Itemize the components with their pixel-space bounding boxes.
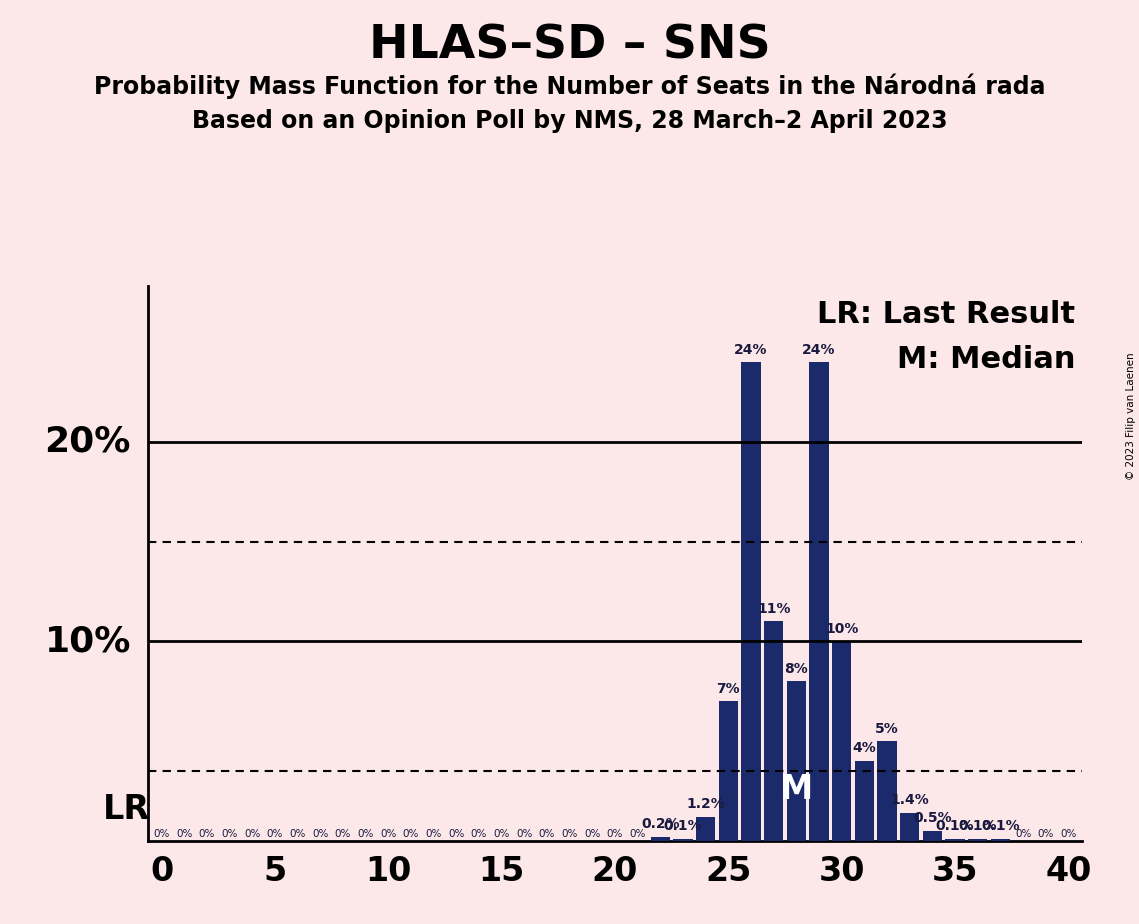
- Bar: [787, 681, 806, 841]
- Text: 7%: 7%: [716, 682, 740, 696]
- Bar: [741, 362, 761, 841]
- Text: 0%: 0%: [448, 829, 465, 839]
- Text: 0.1%: 0.1%: [936, 820, 974, 833]
- Text: 0%: 0%: [358, 829, 374, 839]
- Text: 0%: 0%: [244, 829, 261, 839]
- Bar: [764, 622, 784, 841]
- Text: HLAS–SD – SNS: HLAS–SD – SNS: [369, 23, 770, 68]
- Text: © 2023 Filip van Laenen: © 2023 Filip van Laenen: [1126, 352, 1136, 480]
- Bar: [833, 641, 851, 841]
- Text: 0%: 0%: [335, 829, 351, 839]
- Text: 0%: 0%: [426, 829, 442, 839]
- Bar: [673, 839, 693, 841]
- Bar: [968, 839, 988, 841]
- Text: 0%: 0%: [1038, 829, 1054, 839]
- Text: 0%: 0%: [1060, 829, 1076, 839]
- Text: 0.1%: 0.1%: [981, 820, 1019, 833]
- Text: 24%: 24%: [735, 343, 768, 357]
- Text: 0%: 0%: [380, 829, 396, 839]
- Text: 0%: 0%: [177, 829, 192, 839]
- Text: 0%: 0%: [584, 829, 600, 839]
- Text: M: M: [780, 773, 813, 807]
- Text: 0%: 0%: [607, 829, 623, 839]
- Bar: [696, 817, 715, 841]
- Text: 0%: 0%: [312, 829, 328, 839]
- Text: 1.2%: 1.2%: [687, 797, 726, 811]
- Text: 0.1%: 0.1%: [958, 820, 997, 833]
- Text: 0%: 0%: [403, 829, 419, 839]
- Text: Based on an Opinion Poll by NMS, 28 March–2 April 2023: Based on an Opinion Poll by NMS, 28 Marc…: [191, 109, 948, 133]
- Text: 11%: 11%: [757, 602, 790, 616]
- Bar: [923, 831, 942, 841]
- Text: 0%: 0%: [221, 829, 238, 839]
- Text: 0.5%: 0.5%: [913, 811, 952, 825]
- Text: 0%: 0%: [516, 829, 533, 839]
- Text: 20%: 20%: [44, 425, 131, 459]
- Text: 0.1%: 0.1%: [664, 820, 703, 833]
- Text: 0%: 0%: [562, 829, 577, 839]
- Text: M: Median: M: Median: [896, 345, 1075, 373]
- Bar: [900, 813, 919, 841]
- Text: 4%: 4%: [853, 741, 876, 756]
- Text: 5%: 5%: [875, 722, 899, 736]
- Bar: [991, 839, 1010, 841]
- Text: 0%: 0%: [154, 829, 170, 839]
- Text: Probability Mass Function for the Number of Seats in the Národná rada: Probability Mass Function for the Number…: [93, 74, 1046, 100]
- Text: 10%: 10%: [44, 625, 131, 659]
- Text: 0%: 0%: [267, 829, 284, 839]
- Text: 0%: 0%: [470, 829, 487, 839]
- Text: LR: Last Result: LR: Last Result: [817, 300, 1075, 329]
- Bar: [810, 362, 829, 841]
- Text: 24%: 24%: [802, 343, 836, 357]
- Text: 0.2%: 0.2%: [641, 817, 680, 832]
- Text: 0%: 0%: [630, 829, 646, 839]
- Text: 1.4%: 1.4%: [891, 794, 929, 808]
- Text: 0%: 0%: [539, 829, 555, 839]
- Bar: [854, 761, 874, 841]
- Text: 8%: 8%: [785, 662, 809, 675]
- Text: LR: LR: [104, 793, 150, 826]
- Bar: [877, 741, 896, 841]
- Bar: [945, 839, 965, 841]
- Text: 0%: 0%: [1015, 829, 1031, 839]
- Bar: [650, 837, 670, 841]
- Text: 10%: 10%: [825, 622, 859, 636]
- Text: 0%: 0%: [289, 829, 306, 839]
- Bar: [719, 701, 738, 841]
- Text: 0%: 0%: [199, 829, 215, 839]
- Text: 0%: 0%: [493, 829, 510, 839]
